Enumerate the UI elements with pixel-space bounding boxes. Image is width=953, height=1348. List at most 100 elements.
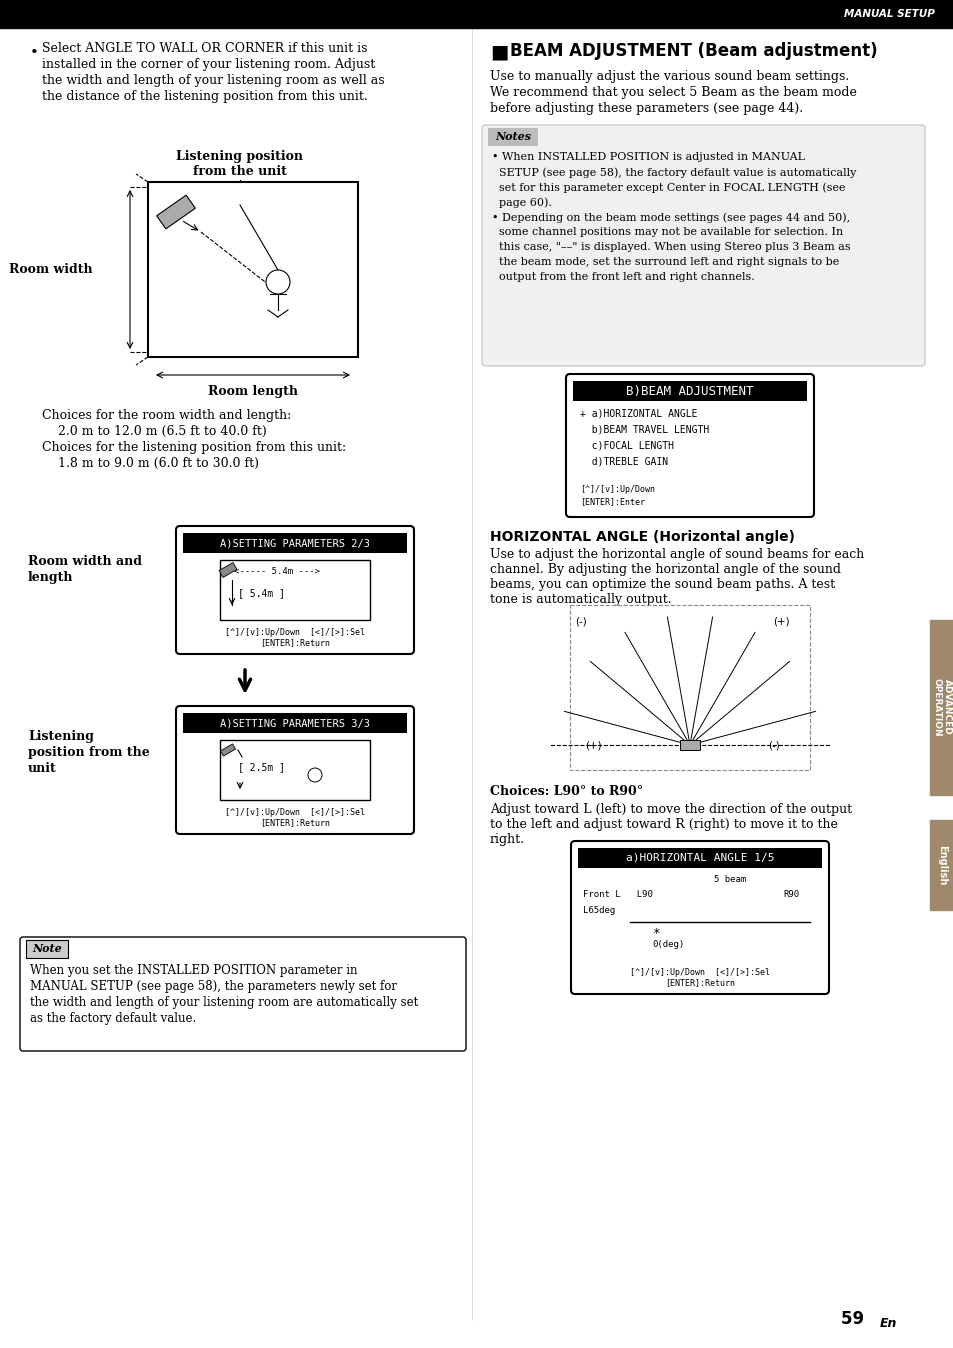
Text: ■: ■ (490, 42, 508, 61)
Text: En: En (879, 1317, 897, 1330)
Text: a)HORIZONTAL ANGLE 1/5: a)HORIZONTAL ANGLE 1/5 (625, 853, 774, 863)
Text: to the left and adjust toward R (right) to move it to the: to the left and adjust toward R (right) … (490, 818, 837, 830)
Text: this case, "––" is displayed. When using Stereo plus 3 Beam as: this case, "––" is displayed. When using… (492, 243, 850, 252)
Bar (929, 620, 953, 795)
Text: Room width: Room width (10, 263, 92, 276)
Text: position from the: position from the (28, 745, 150, 759)
Text: [ENTER]:Return: [ENTER]:Return (664, 979, 734, 987)
Text: Use to manually adjust the various sound beam settings.: Use to manually adjust the various sound… (490, 70, 848, 84)
Text: (-): (-) (767, 740, 780, 749)
Text: 1.8 m to 9.0 m (6.0 ft to 30.0 ft): 1.8 m to 9.0 m (6.0 ft to 30.0 ft) (42, 457, 258, 470)
Text: Listening: Listening (28, 731, 94, 743)
Text: [^]/[v]:Up/Down  [<]/[>]:Sel: [^]/[v]:Up/Down [<]/[>]:Sel (629, 968, 769, 977)
Text: B)BEAM ADJUSTMENT: B)BEAM ADJUSTMENT (625, 384, 753, 398)
Text: (-): (-) (575, 617, 586, 627)
Text: *: * (651, 927, 659, 940)
Text: right.: right. (490, 833, 524, 847)
FancyBboxPatch shape (571, 841, 828, 993)
Bar (220, 559, 370, 620)
Text: tone is automatically output.: tone is automatically output. (490, 593, 671, 607)
Text: length: length (28, 572, 73, 584)
Text: SETUP (see page 58), the factory default value is automatically: SETUP (see page 58), the factory default… (492, 167, 856, 178)
Text: A)SETTING PARAMETERS 2/3: A)SETTING PARAMETERS 2/3 (220, 538, 370, 549)
Text: (+): (+) (584, 740, 601, 749)
Text: Room length: Room length (208, 386, 297, 398)
FancyBboxPatch shape (175, 526, 414, 654)
Text: English: English (936, 845, 946, 886)
Circle shape (266, 270, 290, 294)
Text: Listening position: Listening position (176, 150, 303, 163)
Text: as the factory default value.: as the factory default value. (30, 1012, 196, 1024)
Bar (929, 820, 953, 910)
Text: d)TREBLE GAIN: d)TREBLE GAIN (579, 457, 667, 466)
Text: some channel positions may not be available for selection. In: some channel positions may not be availa… (492, 226, 842, 237)
Text: Notes: Notes (495, 132, 531, 143)
Text: from the unit: from the unit (193, 164, 287, 178)
Text: installed in the corner of your listening room. Adjust: installed in the corner of your listenin… (42, 58, 375, 71)
Text: 5 beam: 5 beam (713, 875, 745, 884)
Text: c)FOCAL LENGTH: c)FOCAL LENGTH (579, 441, 673, 452)
Text: the beam mode, set the surround left and right signals to be: the beam mode, set the surround left and… (492, 257, 839, 267)
Text: [^]/[v]:Up/Down: [^]/[v]:Up/Down (579, 485, 655, 493)
Text: • When INSTALLED POSITION is adjusted in MANUAL: • When INSTALLED POSITION is adjusted in… (492, 152, 804, 162)
Bar (488, 128, 537, 146)
Text: + a)HORIZONTAL ANGLE: + a)HORIZONTAL ANGLE (579, 408, 697, 419)
Bar (183, 532, 407, 553)
Text: <----- 5.4m --->: <----- 5.4m ---> (233, 568, 319, 576)
Text: ADVANCED
OPERATION: ADVANCED OPERATION (931, 678, 951, 736)
Bar (148, 182, 357, 357)
Text: the width and length of your listening room are automatically set: the width and length of your listening r… (30, 996, 417, 1010)
Text: channel. By adjusting the horizontal angle of the sound: channel. By adjusting the horizontal ang… (490, 563, 841, 576)
Text: •: • (30, 46, 39, 61)
Text: Choices for the room width and length:: Choices for the room width and length: (42, 408, 291, 422)
Text: Use to adjust the horizontal angle of sound beams for each: Use to adjust the horizontal angle of so… (490, 549, 863, 561)
Text: [ 5.4m ]: [ 5.4m ] (237, 588, 285, 599)
Text: Choices for the listening position from this unit:: Choices for the listening position from … (42, 441, 346, 454)
Text: the distance of the listening position from this unit.: the distance of the listening position f… (42, 90, 367, 102)
Text: Select ANGLE TO WALL OR CORNER if this unit is: Select ANGLE TO WALL OR CORNER if this u… (42, 42, 367, 55)
Bar (569, 605, 809, 770)
Text: MANUAL SETUP (see page 58), the parameters newly set for: MANUAL SETUP (see page 58), the paramete… (30, 980, 396, 993)
Text: [ 2.5m ]: [ 2.5m ] (237, 762, 285, 772)
Text: R90: R90 (783, 890, 800, 899)
Text: When you set the INSTALLED POSITION parameter in: When you set the INSTALLED POSITION para… (30, 964, 357, 977)
Bar (26, 940, 68, 958)
Text: 2.0 m to 12.0 m (6.5 ft to 40.0 ft): 2.0 m to 12.0 m (6.5 ft to 40.0 ft) (42, 425, 267, 438)
Text: unit: unit (28, 762, 56, 775)
Text: (+): (+) (773, 617, 789, 627)
Text: before adjusting these parameters (see page 44).: before adjusting these parameters (see p… (490, 102, 802, 115)
Text: MANUAL SETUP: MANUAL SETUP (843, 9, 934, 19)
Polygon shape (679, 740, 700, 749)
Text: Note: Note (32, 944, 62, 954)
Bar (183, 713, 407, 733)
Text: L65deg: L65deg (582, 906, 615, 915)
Text: 0(deg): 0(deg) (651, 940, 683, 949)
Bar (578, 848, 821, 868)
Text: [^]/[v]:Up/Down  [<]/[>]:Sel: [^]/[v]:Up/Down [<]/[>]:Sel (225, 628, 365, 638)
Text: • Depending on the beam mode settings (see pages 44 and 50),: • Depending on the beam mode settings (s… (492, 212, 849, 222)
Bar (0, 0, 953, 28)
Text: Room width and: Room width and (28, 555, 142, 568)
Polygon shape (220, 744, 235, 756)
FancyBboxPatch shape (20, 937, 465, 1051)
Text: Choices: L90° to R90°: Choices: L90° to R90° (490, 785, 642, 798)
FancyBboxPatch shape (175, 706, 414, 834)
Text: Adjust toward L (left) to move the direction of the output: Adjust toward L (left) to move the direc… (490, 803, 851, 816)
Polygon shape (219, 562, 236, 577)
Text: [ENTER]:Enter: [ENTER]:Enter (579, 497, 644, 506)
Text: [ENTER]:Return: [ENTER]:Return (260, 818, 330, 828)
Text: b)BEAM TRAVEL LENGTH: b)BEAM TRAVEL LENGTH (579, 425, 708, 435)
Text: BEAM ADJUSTMENT (Beam adjustment): BEAM ADJUSTMENT (Beam adjustment) (510, 42, 877, 61)
Text: [^]/[v]:Up/Down  [<]/[>]:Sel: [^]/[v]:Up/Down [<]/[>]:Sel (225, 807, 365, 817)
Bar (220, 740, 370, 799)
Text: HORIZONTAL ANGLE (Horizontal angle): HORIZONTAL ANGLE (Horizontal angle) (490, 530, 794, 545)
Text: We recommend that you select 5 Beam as the beam mode: We recommend that you select 5 Beam as t… (490, 86, 856, 98)
Text: set for this parameter except Center in FOCAL LENGTH (see: set for this parameter except Center in … (492, 182, 844, 193)
Text: Front L   L90: Front L L90 (582, 890, 652, 899)
Polygon shape (156, 195, 195, 229)
Text: the width and length of your listening room as well as: the width and length of your listening r… (42, 74, 384, 88)
Text: output from the front left and right channels.: output from the front left and right cha… (492, 272, 754, 282)
FancyBboxPatch shape (565, 373, 813, 518)
Text: page 60).: page 60). (492, 197, 551, 208)
Text: A)SETTING PARAMETERS 3/3: A)SETTING PARAMETERS 3/3 (220, 718, 370, 728)
